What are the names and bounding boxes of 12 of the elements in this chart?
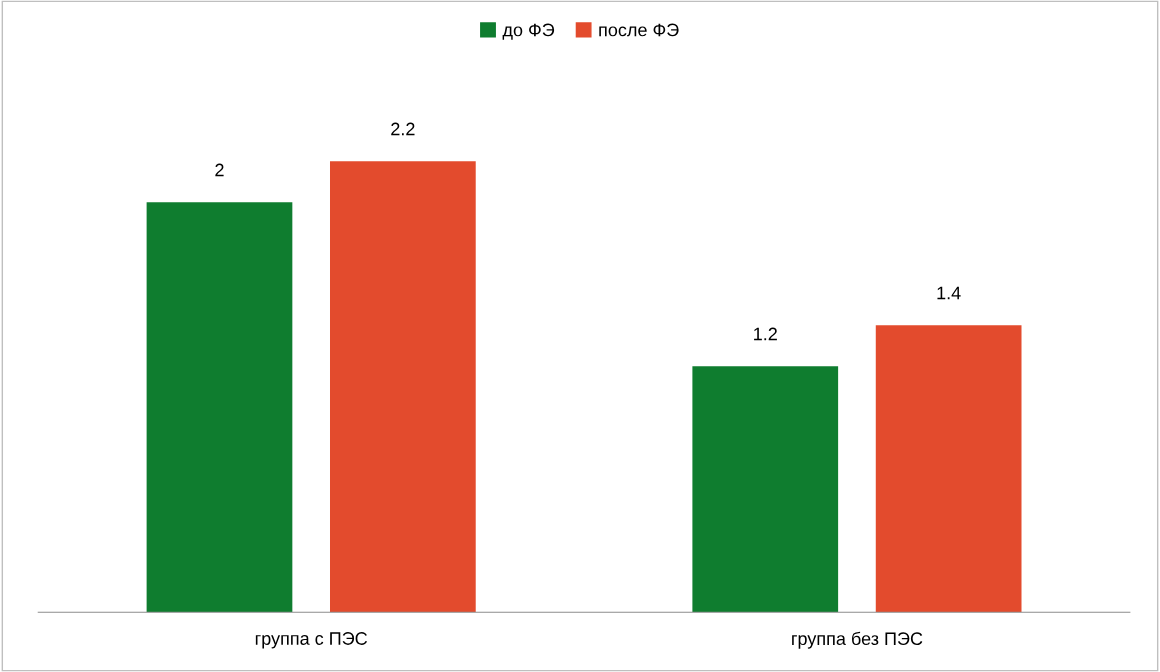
bar [330,161,476,613]
legend-label: после ФЭ [599,23,679,37]
x-tick-label: группа без ПЭС [792,631,923,649]
data-label: 2.2 [391,122,415,136]
bar [146,202,293,613]
legend-label: до ФЭ [502,23,555,40]
bar [692,366,839,613]
x-tick-label: группа с ПЭС [255,632,368,649]
bar [875,325,1022,613]
data-label: 1.4 [937,286,961,300]
data-label: 2 [215,163,224,177]
data-label: 1.2 [754,327,777,341]
